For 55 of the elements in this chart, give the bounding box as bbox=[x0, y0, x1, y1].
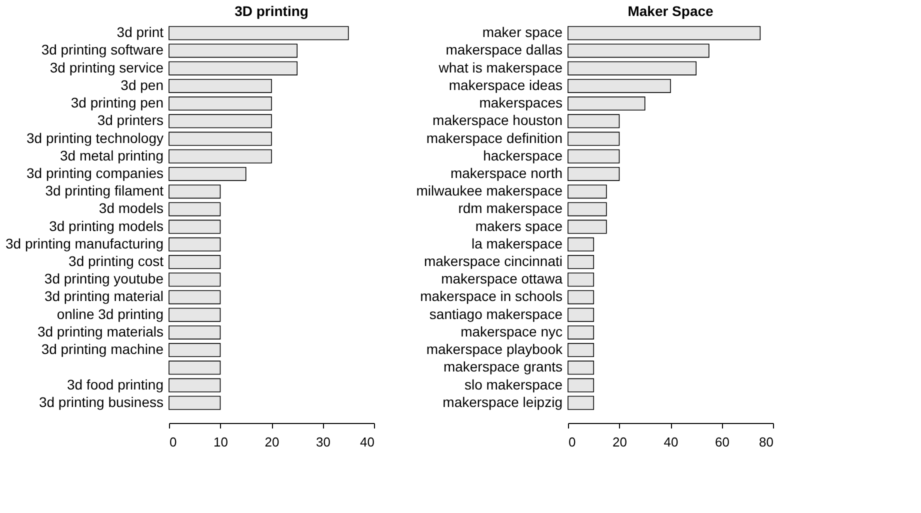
y-tick-label: what is makerspace bbox=[438, 59, 563, 76]
y-tick-label: makerspace ideas bbox=[448, 76, 562, 93]
y-tick-label: makerspaces bbox=[479, 94, 562, 111]
y-tick-label: makerspace leipzig bbox=[442, 394, 562, 410]
y-tick-label: makerspace grants bbox=[443, 358, 562, 375]
y-tick-label: 3d printing filament bbox=[45, 182, 164, 199]
x-tick-label: 40 bbox=[664, 434, 678, 450]
y-tick-label: makerspace houston bbox=[432, 112, 562, 128]
y-tick-label: 3d food printing bbox=[66, 376, 164, 392]
chart-title: Maker Space bbox=[628, 3, 714, 19]
x-tick-label: 0 bbox=[568, 434, 576, 450]
y-tick-label: hackerspace bbox=[483, 147, 563, 164]
y-tick-label: 3d printing service bbox=[50, 59, 164, 76]
y-tick-label: 3d printing software bbox=[41, 42, 164, 58]
y-tick-label: 3d printing models bbox=[49, 218, 164, 234]
y-tick-label: 3d printing manufacturing bbox=[6, 235, 164, 252]
y-tick-label: 3d pen bbox=[120, 76, 164, 93]
y-tick-label: 3d metal printing bbox=[60, 147, 164, 164]
y-tick-label: la makerspace bbox=[471, 235, 563, 252]
x-tick-label: 10 bbox=[214, 434, 228, 450]
y-tick-label: slo makerspace bbox=[464, 376, 563, 392]
y-tick-label: 3d printers bbox=[97, 112, 164, 128]
y-tick-label: makerspace nyc bbox=[460, 323, 562, 340]
y-tick-label: 3d printing pen bbox=[70, 94, 164, 111]
x-tick-label: 20 bbox=[264, 434, 280, 450]
y-tick-label: 3d printing companies bbox=[26, 164, 164, 181]
y-tick-label: 3d printing machine bbox=[41, 341, 164, 358]
y-tick-label: 3d printing materials bbox=[37, 323, 164, 340]
y-tick-label: rdm makerspace bbox=[458, 200, 563, 216]
x-tick-label: 30 bbox=[316, 434, 330, 450]
y-tick-label: online 3d printing bbox=[56, 306, 164, 322]
y-tick-label: milwaukee makerspace bbox=[416, 182, 563, 199]
y-tick-label: 3d printing cost bbox=[68, 253, 164, 270]
y-tick-label: makerspace in schools bbox=[420, 288, 562, 304]
x-tick-label: 40 bbox=[360, 434, 374, 450]
y-tick-label: 3d printing technology bbox=[26, 130, 164, 146]
y-tick-label: 3d printing material bbox=[44, 288, 164, 304]
chart-title: 3D printing bbox=[234, 3, 308, 19]
y-tick-label: makerspace north bbox=[450, 164, 562, 181]
y-tick-label: santiago makerspace bbox=[429, 306, 563, 322]
y-tick-label: makers space bbox=[475, 218, 563, 234]
y-tick-label: makerspace definition bbox=[426, 130, 562, 146]
y-tick-label: makerspace ottawa bbox=[441, 270, 563, 287]
y-tick-label: 3d models bbox=[98, 200, 164, 216]
y-tick-label: maker space bbox=[482, 24, 563, 40]
x-tick-label: 80 bbox=[759, 434, 774, 450]
x-tick-label: 0 bbox=[170, 434, 177, 450]
y-tick-label: makerspace dallas bbox=[446, 42, 562, 58]
x-tick-label: 20 bbox=[612, 434, 627, 450]
y-tick-label: 3d printing business bbox=[38, 394, 164, 410]
y-tick-label: 3d printing youtube bbox=[44, 270, 164, 287]
x-tick-label: 60 bbox=[715, 434, 730, 450]
y-tick-label: 3d print bbox=[116, 24, 164, 40]
y-tick-label: makerspace playbook bbox=[426, 341, 564, 358]
y-tick-label: makerspace cincinnati bbox=[424, 253, 562, 270]
